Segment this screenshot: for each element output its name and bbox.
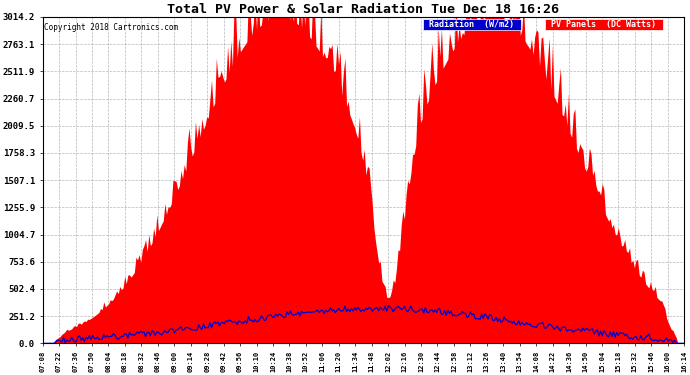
Title: Total PV Power & Solar Radiation Tue Dec 18 16:26: Total PV Power & Solar Radiation Tue Dec… xyxy=(168,3,560,16)
Text: Copyright 2018 Cartronics.com: Copyright 2018 Cartronics.com xyxy=(44,24,178,33)
Text: Radiation  (W/m2): Radiation (W/m2) xyxy=(424,20,520,29)
Text: PV Panels  (DC Watts): PV Panels (DC Watts) xyxy=(546,20,661,29)
